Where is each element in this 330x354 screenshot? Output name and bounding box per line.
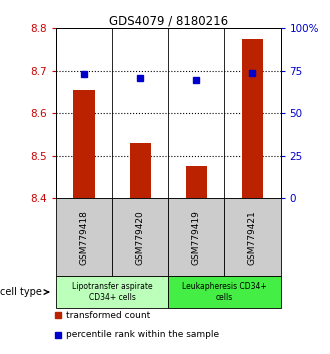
FancyBboxPatch shape (56, 198, 112, 276)
Title: GDS4079 / 8180216: GDS4079 / 8180216 (109, 14, 228, 27)
Bar (186, 166, 207, 198)
Text: GSM779421: GSM779421 (248, 210, 257, 264)
FancyBboxPatch shape (56, 276, 168, 308)
FancyBboxPatch shape (168, 276, 280, 308)
FancyBboxPatch shape (224, 198, 280, 276)
FancyBboxPatch shape (112, 198, 168, 276)
Text: Leukapheresis CD34+
cells: Leukapheresis CD34+ cells (182, 282, 267, 302)
Text: GSM779418: GSM779418 (80, 210, 89, 265)
Bar (130, 143, 151, 198)
Bar (242, 39, 263, 198)
Bar (74, 90, 95, 198)
FancyBboxPatch shape (168, 198, 224, 276)
Text: percentile rank within the sample: percentile rank within the sample (66, 330, 219, 339)
Text: Lipotransfer aspirate
CD34+ cells: Lipotransfer aspirate CD34+ cells (72, 282, 152, 302)
Text: cell type: cell type (0, 287, 49, 297)
Text: transformed count: transformed count (66, 310, 150, 320)
Text: GSM779419: GSM779419 (192, 210, 201, 265)
Text: GSM779420: GSM779420 (136, 210, 145, 264)
